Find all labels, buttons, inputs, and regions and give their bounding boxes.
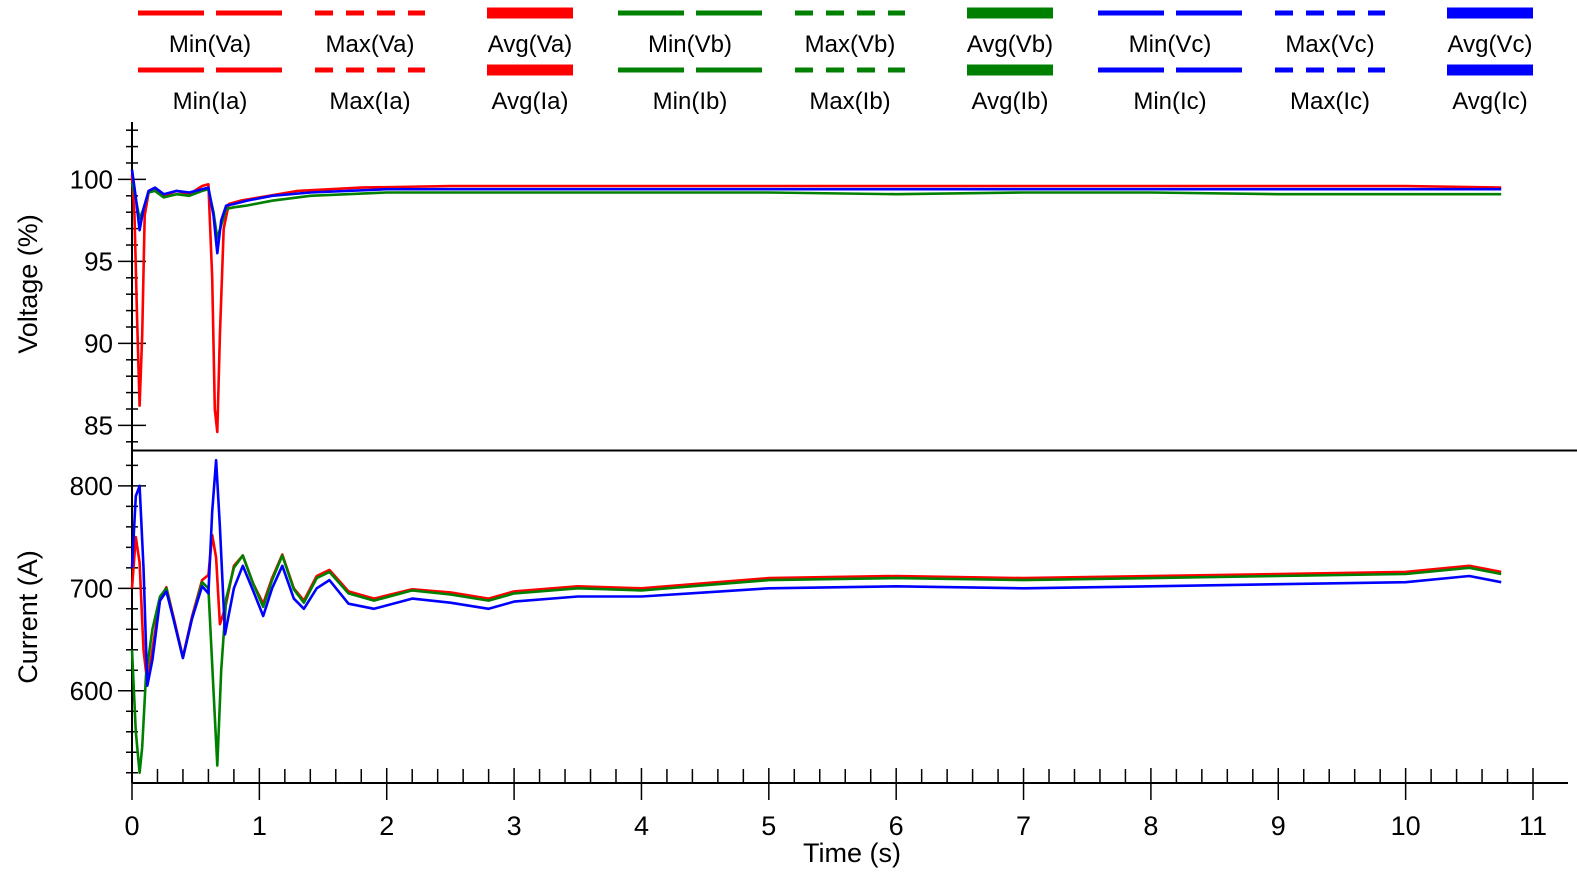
x-tick-label: 7 <box>1016 811 1031 841</box>
legend-label: Min(Vb) <box>648 31 732 58</box>
current-series <box>130 458 1502 775</box>
current-series-Ic <box>130 458 1502 687</box>
voltage-tick-label: 85 <box>84 410 113 440</box>
current-y-axis-label: Current (A) <box>13 550 43 684</box>
legend-label: Min(Vc) <box>1129 31 1212 58</box>
legend-label: Min(Ia) <box>173 88 248 115</box>
x-tick-label: 9 <box>1271 811 1286 841</box>
legend-label: Min(Va) <box>169 31 251 58</box>
legend-label: Avg(Ib) <box>972 88 1049 115</box>
x-tick-label: 8 <box>1143 811 1158 841</box>
voltage-series <box>130 169 1502 434</box>
x-tick-label: 3 <box>507 811 522 841</box>
x-tick-label: 5 <box>761 811 776 841</box>
legend-label: Avg(Vb) <box>967 31 1053 58</box>
voltage-tick-label: 100 <box>70 164 113 194</box>
x-tick-label: 2 <box>379 811 394 841</box>
voltage-tick-label: 90 <box>84 328 113 358</box>
legend-label: Avg(Va) <box>488 31 572 58</box>
voltage-y-ticks: 85 90 95 100 <box>70 129 146 443</box>
current-tick-label: 700 <box>70 573 113 603</box>
x-axis: 0 1 2 3 4 5 6 7 8 9 10 11 Time (s) <box>124 768 1568 868</box>
legend-label: Avg(Vc) <box>1448 31 1533 58</box>
current-tick-label: 800 <box>70 471 113 501</box>
legend-label: Max(Ic) <box>1290 88 1370 115</box>
legend-label: Max(Vb) <box>805 31 896 58</box>
x-tick-label: 6 <box>889 811 904 841</box>
legend-label: Max(Va) <box>326 31 415 58</box>
legend-label: Avg(Ic) <box>1452 88 1528 115</box>
x-ticks: 0 1 2 3 4 5 6 7 8 9 10 11 <box>124 768 1547 841</box>
x-tick-label: 11 <box>1519 811 1547 841</box>
legend-label: Min(Ic) <box>1133 88 1206 115</box>
x-tick-label: 1 <box>252 811 267 841</box>
voltage-tick-label: 95 <box>84 246 113 276</box>
legend-label: Max(Ib) <box>809 88 890 115</box>
x-tick-label: 0 <box>124 811 139 841</box>
legend: Min(Va) Max(Va) Avg(Va) Min(Vb) Max(Vb) Avg(V… <box>138 7 1533 115</box>
x-axis-label: Time (s) <box>803 838 901 868</box>
voltage-series-Vc <box>130 169 1502 255</box>
current-tick-label: 600 <box>70 676 113 706</box>
legend-label: Max(Ia) <box>329 88 410 115</box>
voltage-series-Va <box>130 174 1502 434</box>
current-panel: 600 700 800 Current (A) <box>13 450 1502 783</box>
voltage-y-axis-label: Voltage (%) <box>13 214 43 354</box>
legend-label: Min(Ib) <box>653 88 728 115</box>
voltage-panel: 85 90 95 100 Voltage (%) <box>13 122 1502 450</box>
legend-label: Max(Vc) <box>1285 31 1374 58</box>
x-tick-label: 10 <box>1391 811 1421 841</box>
x-tick-label: 4 <box>634 811 649 841</box>
current-series-Ia <box>130 533 1502 684</box>
legend-label: Avg(Ia) <box>492 88 569 115</box>
